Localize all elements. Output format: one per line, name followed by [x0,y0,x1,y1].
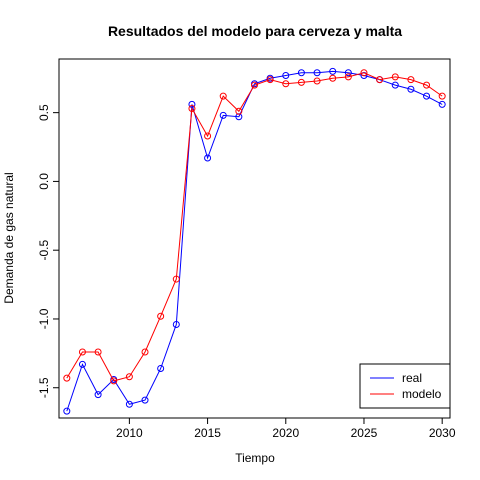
data-point-modelo [157,312,165,320]
data-point-real [282,72,290,80]
data-point-modelo [235,107,243,115]
data-point-modelo [297,78,305,86]
data-point-real [188,100,196,108]
data-point-modelo [125,373,133,381]
data-point-modelo [329,74,337,82]
legend-label-modelo: modelo [402,387,442,401]
data-point-modelo [219,92,227,100]
series-modelo [63,69,446,385]
series-layer [63,67,446,415]
data-point-real [125,400,133,408]
data-point-real [329,67,337,75]
data-point-modelo [266,76,274,84]
x-tick-label: 2020 [272,426,299,440]
data-point-real [423,92,431,100]
data-point-real [407,85,415,93]
y-tick-label: -1.5 [37,377,51,398]
data-point-real [157,364,165,372]
data-point-real [313,69,321,77]
data-point-real [391,81,399,89]
data-point-real [219,111,227,119]
series-real [63,67,446,415]
data-point-modelo [63,374,71,382]
data-point-modelo [94,348,102,356]
x-axis-label: Tiempo [235,451,275,465]
x-axis: 2010 2015 2020 2025 2030 [116,417,456,440]
x-tick-label: 2025 [351,426,378,440]
legend-label-real: real [402,371,422,385]
data-point-real [63,407,71,415]
data-point-real [204,154,212,162]
legend-box [359,363,451,409]
y-tick-label: -0.5 [37,240,51,261]
data-point-modelo [438,92,446,100]
y-tick-label: 0.0 [37,173,51,190]
series-line-real [66,70,443,412]
data-point-modelo [188,105,196,113]
data-point-modelo [360,69,368,77]
y-tick-label: -1.0 [37,308,51,329]
data-point-modelo [313,77,321,85]
data-point-modelo [423,81,431,89]
x-tick-label: 2015 [194,426,221,440]
x-tick-label: 2030 [429,426,456,440]
data-point-modelo [344,73,352,81]
data-point-real [141,396,149,404]
data-point-modelo [407,76,415,84]
data-point-modelo [110,377,118,385]
data-point-real [78,360,86,368]
data-point-real [344,69,352,77]
data-point-real [172,320,180,328]
data-point-modelo [376,76,384,84]
data-point-modelo [141,348,149,356]
data-point-modelo [391,73,399,81]
data-point-real [297,69,305,77]
y-axis-label: Demanda de gas natural [2,172,16,303]
data-point-real [94,391,102,399]
chart-title: Resultados del modelo para cerveza y mal… [108,23,402,39]
y-axis: -1.5 -1.0 -0.5 0.0 0.5 [37,104,60,398]
data-point-modelo [204,132,212,140]
data-point-modelo [282,80,290,88]
x-tick-label: 2010 [116,426,143,440]
data-point-real [438,100,446,108]
y-tick-label: 0.5 [37,104,51,121]
series-line-modelo [66,72,443,382]
data-point-modelo [251,81,258,89]
data-point-modelo [78,348,86,356]
data-point-modelo [172,275,180,283]
legend: real modelo [359,363,451,409]
